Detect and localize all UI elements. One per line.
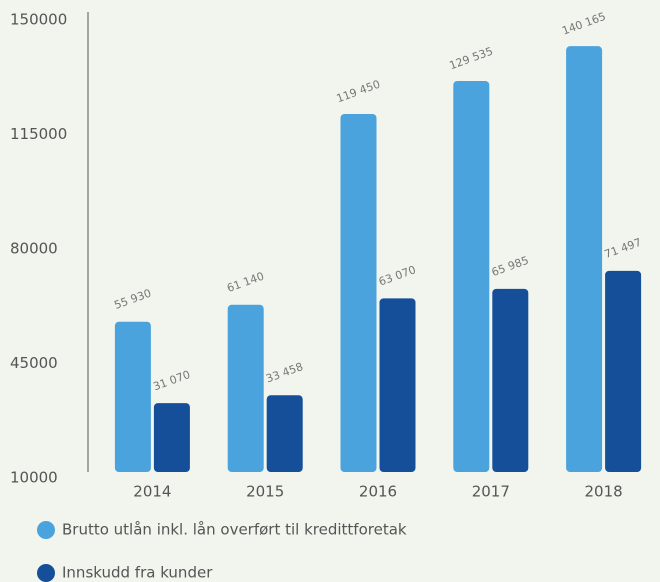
x-tick-label: 2018 (585, 483, 623, 501)
bar (605, 270, 642, 472)
value-label: 129 535 (448, 45, 495, 73)
x-tick-label: 2016 (359, 483, 397, 501)
bar (379, 298, 416, 472)
y-tick-label: 115000 (10, 125, 67, 143)
value-label: 63 070 (377, 263, 418, 288)
value-label: 55 930 (112, 287, 153, 312)
bar (266, 395, 303, 472)
legend-label: Brutto utlån inkl. lån overført til kred… (62, 521, 407, 539)
value-label: 71 497 (603, 236, 644, 261)
x-tick-label: 2014 (133, 483, 171, 501)
bar (492, 288, 529, 472)
legend-swatch (37, 521, 55, 539)
bar (566, 46, 603, 472)
y-tick-label: 150000 (10, 11, 67, 29)
value-label: 65 985 (490, 254, 531, 279)
value-label: 61 140 (225, 270, 266, 295)
bar (227, 304, 264, 472)
value-label: 33 458 (264, 360, 305, 385)
bar (453, 80, 490, 473)
bar (340, 113, 377, 473)
y-tick-label: 10000 (10, 469, 58, 487)
x-tick-label: 2015 (246, 483, 284, 501)
bar (114, 321, 151, 472)
value-label: 140 165 (560, 10, 607, 38)
y-tick-label: 80000 (10, 240, 58, 258)
bar (153, 403, 190, 472)
x-tick-label: 2017 (472, 483, 510, 501)
legend-swatch (37, 564, 55, 582)
value-label: 119 450 (335, 78, 382, 106)
y-tick-label: 45000 (10, 354, 58, 372)
value-label: 31 070 (151, 368, 192, 393)
legend-label: Innskudd fra kunder (62, 564, 213, 582)
